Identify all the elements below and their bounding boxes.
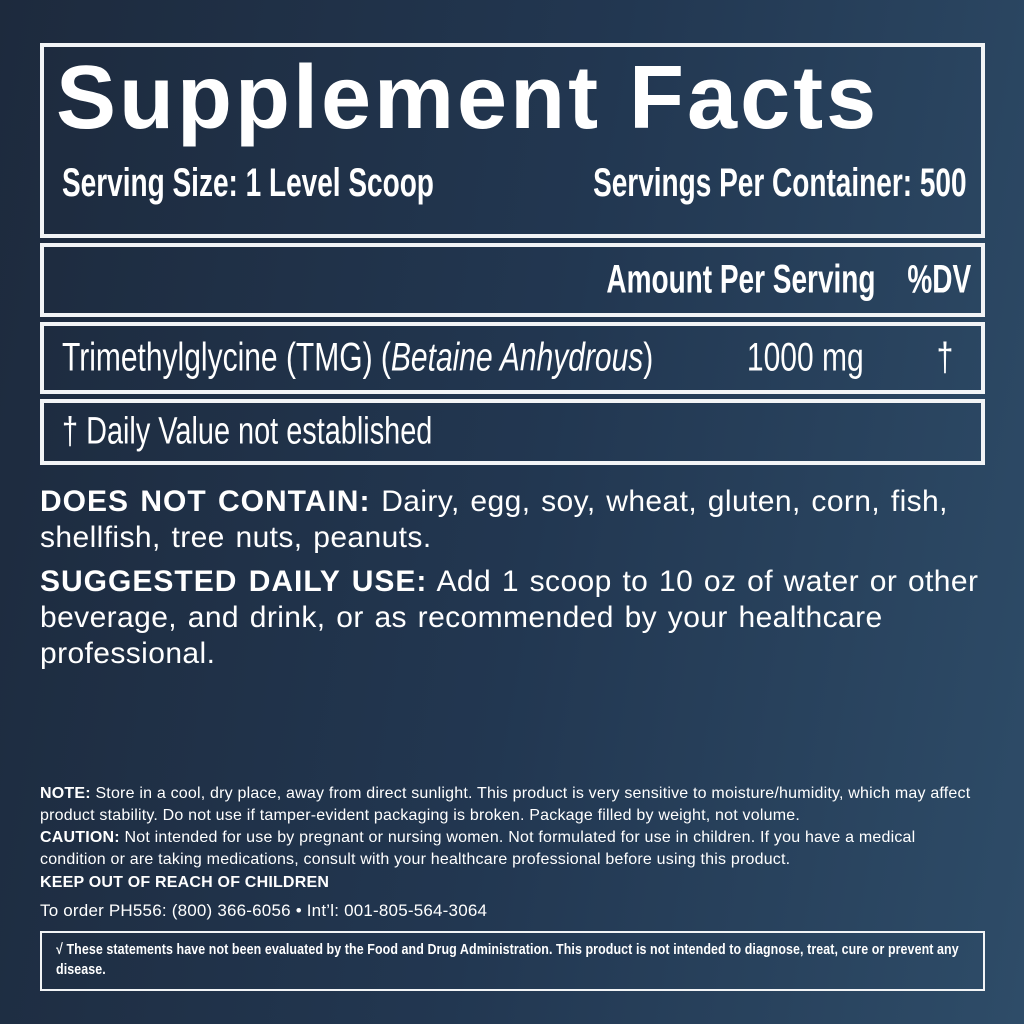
ingredient-name-prefix: Trimethylglycine (TMG) ( [62,335,391,380]
ingredient-row: Trimethylglycine (TMG) (Betaine Anhydrou… [40,322,985,394]
servings-per-container: Servings Per Container: 500 [593,161,967,205]
ingredient-name-suffix: ) [643,335,654,380]
keep-out-warning: KEEP OUT OF REACH OF CHILDREN [40,873,330,891]
daily-value-footnote-box: † Daily Value not established [40,399,985,465]
column-header-row: Amount Per Serving %DV [40,243,985,317]
column-header-amount-per-serving: Amount Per Serving [606,257,876,302]
daily-value-footnote: † Daily Value not established [62,410,433,453]
does-not-contain-paragraph: DOES NOT CONTAIN: Dairy, egg, soy, wheat… [40,484,985,557]
panel-title: Supplement Facts [56,48,880,148]
fda-disclaimer-box: √ These statements have not been evaluat… [40,931,985,991]
column-header-percent-dv: %DV [907,257,971,302]
ingredient-name: Trimethylglycine (TMG) (Betaine Anhydrou… [62,336,653,381]
caution-label: CAUTION: [40,828,120,846]
supplement-facts-header-box: Supplement Facts Serving Size: 1 Level S… [40,43,985,238]
does-not-contain-label: DOES NOT CONTAIN: [40,485,371,518]
ingredient-name-italic: Betaine Anhydrous [390,335,644,380]
fda-disclaimer-text: √ These statements have not been evaluat… [56,941,959,979]
suggested-daily-use-text: Add 1 scoop to 10 oz of water or other b… [40,564,979,671]
suggested-daily-use-label: SUGGESTED DAILY USE: [40,564,428,598]
serving-info-row: Serving Size: 1 Level Scoop Servings Per… [44,157,981,217]
suggested-daily-use-paragraph: SUGGESTED DAILY USE: Add 1 scoop to 10 o… [40,564,985,673]
usage-paragraphs: DOES NOT CONTAIN: Dairy, egg, soy, wheat… [40,484,985,679]
ingredient-dv-dagger: † [936,335,953,380]
ingredient-amount: 1000 mg [747,335,864,380]
order-info: To order PH556: (800) 366-6056 • Int’l: … [40,901,488,920]
serving-size: Serving Size: 1 Level Scoop [62,161,434,205]
note-paragraph: NOTE: Store in a cool, dry place, away f… [40,783,980,827]
supplement-facts-panel: Supplement Facts Serving Size: 1 Level S… [40,43,985,465]
does-not-contain-text: Dairy, egg, soy, wheat, gluten, corn, fi… [40,485,948,555]
caution-text: Not intended for use by pregnant or nurs… [40,828,916,868]
caution-paragraph: CAUTION: Not intended for use by pregnan… [40,827,980,871]
storage-caution-block: NOTE: Store in a cool, dry place, away f… [40,783,980,894]
note-text: Store in a cool, dry place, away from di… [40,785,971,824]
note-label: NOTE: [40,785,91,802]
